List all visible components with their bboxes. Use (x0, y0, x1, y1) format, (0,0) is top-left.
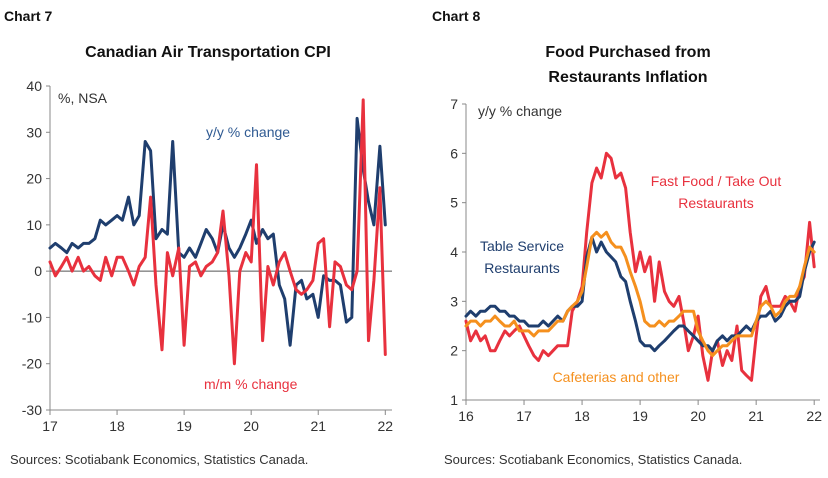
chart8-source: Sources: Scotiabank Economics, Statistic… (444, 452, 742, 467)
chart7-yy-annotation: y/y % change (206, 124, 290, 140)
chart7-y-tick-label: 40 (26, 78, 42, 94)
chart7-series-line-0 (48, 116, 387, 347)
chart7-x-tick-label: 19 (176, 418, 192, 434)
chart8-label: Chart 8 (432, 8, 480, 24)
chart8-cafeteria-annotation: Cafeterias and other (553, 369, 680, 385)
chart7-y-tick-label: -10 (22, 309, 42, 325)
chart7-source: Sources: Scotiabank Economics, Statistic… (10, 452, 308, 467)
chart7-y-tick-label: 30 (26, 124, 42, 140)
chart8-series-line-0 (464, 151, 816, 382)
chart8-x-tick-label: 16 (458, 408, 474, 424)
chart8-x-tick-label: 22 (806, 408, 822, 424)
chart8-table-annotation-2: Restaurants (484, 260, 559, 276)
chart8-series-line-2 (464, 230, 816, 358)
chart8-x-tick-label: 18 (574, 408, 590, 424)
chart8-x-tick-label: 17 (516, 408, 532, 424)
chart7-x-tick-label: 17 (42, 418, 58, 434)
chart7-x-tick-label: 21 (310, 418, 326, 434)
chart7-title: Canadian Air Transportation CPI (85, 44, 331, 61)
chart8-y-tick-label: 6 (450, 145, 458, 161)
chart8-unit-label: y/y % change (478, 103, 562, 119)
chart7-label: Chart 7 (4, 8, 52, 24)
chart8-y-tick-label: 2 (450, 343, 458, 359)
chart7-y-tick-label: -30 (22, 402, 42, 418)
chart7-x-tick-label: 22 (378, 418, 394, 434)
chart7-x-tick-label: 18 (109, 418, 125, 434)
chart8-fastfood-annotation-1: Fast Food / Take Out (651, 173, 782, 189)
chart8-x-tick-label: 20 (690, 408, 706, 424)
chart7-y-tick-label: 0 (34, 263, 42, 279)
chart8-y-tick-label: 1 (450, 392, 458, 408)
chart8-title-line1: Food Purchased from (545, 44, 710, 61)
chart8-fastfood-annotation-2: Restaurants (678, 195, 753, 211)
chart8-x-tick-label: 19 (632, 408, 648, 424)
chart8-y-tick-label: 7 (450, 96, 458, 112)
chart7-mm-annotation: m/m % change (204, 376, 298, 392)
chart8-y-tick-label: 3 (450, 293, 458, 309)
chart7-y-tick-label: 20 (26, 171, 42, 187)
chart7-y-tick-label: -20 (22, 356, 42, 372)
chart8-y-tick-label: 4 (450, 244, 458, 260)
chart8-x-tick-label: 21 (748, 408, 764, 424)
chart7-series-line-1 (48, 98, 387, 366)
chart7-y-tick-label: 10 (26, 217, 42, 233)
chart7-unit-label: %, NSA (58, 90, 108, 106)
chart8-title-line2: Restaurants Inflation (548, 69, 707, 86)
chart8-table-annotation-1: Table Service (480, 238, 564, 254)
chart8-y-tick-label: 5 (450, 195, 458, 211)
chart7-x-tick-label: 20 (243, 418, 259, 434)
